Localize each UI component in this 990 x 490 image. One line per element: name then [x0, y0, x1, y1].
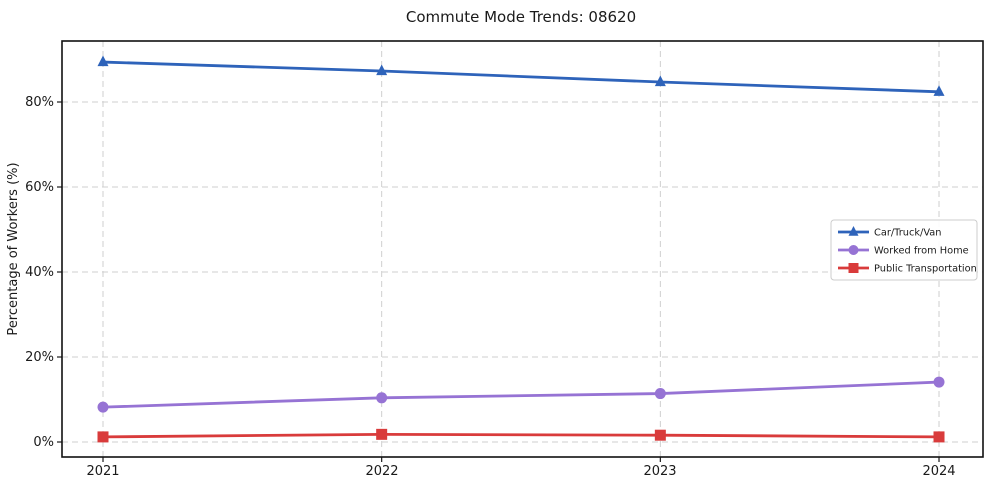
series-line	[102, 60, 940, 94]
x-tick-label: 2024	[922, 464, 955, 479]
data-point-triangle	[933, 85, 945, 96]
data-point-triangle	[376, 64, 388, 76]
data-point-circle	[848, 245, 859, 255]
legend-box	[830, 219, 978, 281]
y-tick-labels: 0% 20% 40% 60% 80%	[25, 95, 54, 450]
series-group	[97, 55, 945, 443]
series-line	[102, 380, 940, 409]
x-tick-label: 2022	[365, 464, 398, 479]
series-car-truck-van	[97, 55, 945, 96]
gridlines	[62, 41, 983, 457]
data-point-triangle	[848, 226, 859, 236]
y-tick-label: 40%	[25, 265, 54, 280]
plot-border	[61, 40, 984, 458]
series-worked-from-home	[97, 376, 945, 413]
data-point-square	[97, 431, 109, 443]
data-point-triangle	[97, 55, 109, 67]
y-tick-label: 80%	[25, 95, 54, 110]
x-tick-label: 2023	[643, 464, 676, 479]
x-tick-labels: 2021 2022 2023 2024	[86, 464, 955, 479]
legend-label: Car/Truck/Van	[874, 228, 941, 239]
tick-marks	[57, 101, 940, 462]
y-axis-label: Percentage of Workers (%)	[6, 162, 21, 335]
data-point-square	[654, 429, 666, 441]
y-tick-label: 0%	[33, 435, 54, 450]
legend-samples	[838, 226, 869, 273]
data-point-circle	[97, 401, 109, 413]
legend-label: Public Transportation	[874, 264, 977, 275]
series-public-transportation	[97, 428, 945, 443]
y-tick-label: 60%	[25, 180, 54, 195]
data-point-circle	[933, 376, 945, 388]
legend: Car/Truck/Van Worked from Home Public Tr…	[830, 219, 978, 281]
y-tick-label: 20%	[25, 350, 54, 365]
data-point-square	[933, 431, 945, 443]
data-point-triangle	[654, 75, 666, 87]
data-point-square	[376, 428, 388, 440]
data-point-square	[848, 263, 859, 273]
chart-title: Commute Mode Trends: 08620	[406, 8, 636, 26]
legend-label: Worked from Home	[874, 246, 969, 257]
data-point-circle	[376, 392, 388, 404]
data-point-circle	[654, 388, 666, 400]
x-tick-label: 2021	[86, 464, 119, 479]
series-line	[102, 432, 940, 439]
